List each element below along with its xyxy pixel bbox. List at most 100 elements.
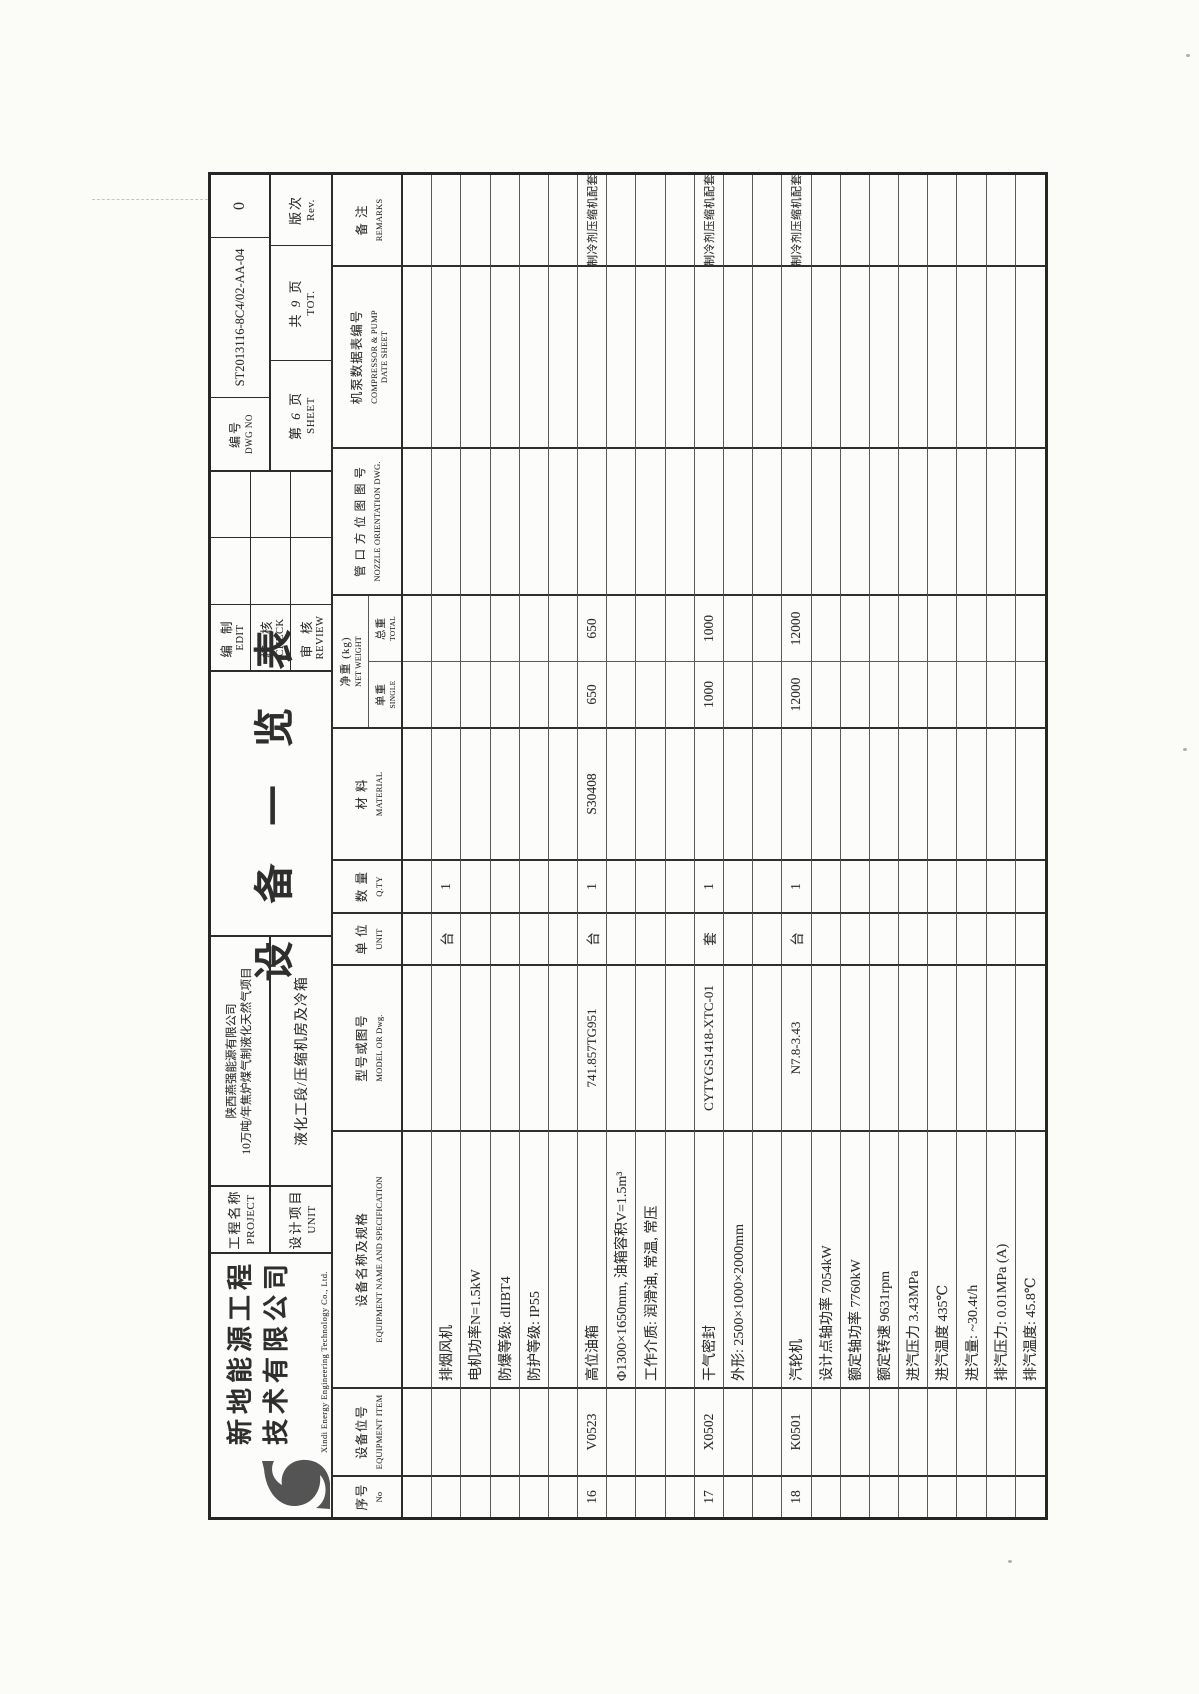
table-cell (607, 1387, 637, 1475)
table-cell (665, 727, 695, 859)
table-cell (636, 594, 666, 661)
table-cell (869, 1387, 900, 1475)
table-cell (490, 661, 520, 727)
table-cell (840, 1475, 870, 1517)
review-date-cell (291, 472, 331, 537)
edit-label: 编 制 EDIT (211, 604, 251, 670)
table-cell (461, 859, 491, 912)
table-cell: CYTYGS1418-XTC-01 (694, 964, 724, 1130)
table-cell (403, 912, 433, 964)
table-cell (753, 175, 783, 265)
table-cell (928, 912, 958, 964)
table-cell (636, 175, 666, 265)
table-cell (519, 447, 549, 594)
table-cell: 台 (782, 912, 812, 964)
table-cell (840, 859, 870, 912)
table-cell (753, 859, 783, 912)
table-cell: 排汽温度: 45.8℃ (1015, 1130, 1045, 1387)
table-cell: 额定轴功率 7760kW (840, 1130, 870, 1387)
table-cell (986, 594, 1016, 661)
table-cell (665, 594, 695, 661)
table-cell: 1 (694, 859, 724, 912)
table-cell (519, 175, 549, 265)
table-cell (490, 964, 520, 1130)
company-name: 新地能源工程 技术有限公司 (226, 1258, 291, 1445)
table-cell (753, 1475, 783, 1517)
table-cell (607, 447, 637, 594)
table-cell (811, 594, 841, 661)
table-cell (665, 1475, 695, 1517)
table-cell: 台 (432, 912, 462, 964)
header-pump-datasheet: 机泵数据表编号 COMPRESSOR & PUMP DATE SHEET (333, 265, 401, 447)
table-cell (461, 1387, 491, 1475)
table-cell (519, 594, 549, 661)
header-model: 型号或图号 MODEL OR Dwg. (333, 964, 401, 1130)
table-cell (723, 727, 754, 859)
dwg-no-value: ST2013116-8C4/02-AA-04 (211, 237, 269, 397)
table-cell: 650 (578, 594, 608, 661)
table-cell (1015, 727, 1045, 859)
table-cell: 1 (432, 859, 462, 912)
table-cell: 12000 (782, 594, 812, 661)
table-cell: 制冷剂压缩机配套 (578, 175, 608, 265)
table-cell (782, 727, 812, 859)
table-cell (928, 964, 958, 1130)
table-cell (1016, 175, 1045, 265)
table-cell (986, 964, 1016, 1130)
table-cell (869, 594, 900, 661)
title-block: 新地能源工程 技术有限公司 Xindi Energy Engineering T… (211, 175, 333, 1517)
table-cell (461, 594, 491, 661)
table-cell (782, 447, 812, 594)
table-cell (607, 594, 637, 661)
table-cell (1015, 859, 1045, 912)
table-cell (928, 447, 958, 594)
table-cell (957, 1475, 987, 1517)
table-cell (548, 594, 579, 661)
check-label: 校 核 CHECK (251, 604, 291, 670)
table-cell (840, 265, 870, 447)
table-cell (403, 859, 433, 912)
table-cell (665, 175, 695, 265)
table-cell (490, 447, 520, 594)
table-cell (548, 727, 579, 859)
table-cell (490, 265, 520, 447)
table-cell (548, 912, 579, 964)
table-cell (1015, 1387, 1045, 1475)
sheet-number: 第 6 页 SHEET (271, 360, 331, 470)
table-cell (665, 661, 695, 727)
table-cell (957, 1387, 987, 1475)
table-cell (869, 1475, 900, 1517)
table-cell (519, 859, 549, 912)
table-cell (957, 727, 987, 859)
table-cell: K0501 (782, 1387, 812, 1475)
table-cell (432, 447, 462, 594)
dwg-no-label: 编号 DWG NO (211, 397, 269, 470)
table-cell (811, 661, 841, 727)
header-nozzle-orientation: 管 口 方 位 图 图 号 NOZZLE ORIENTATION DWG. (333, 447, 401, 594)
table-cell (723, 594, 754, 661)
table-cell (986, 265, 1016, 447)
table-cell (403, 594, 433, 661)
table-header: 序号 No 设备位号 EQUIPMENT ITEM 设备名称及规格 EQUIPMENT… (333, 175, 403, 1517)
table-cell (636, 859, 666, 912)
table-cell (607, 964, 637, 1130)
table-cell (957, 964, 987, 1130)
table-cell (899, 1475, 929, 1517)
table-cell (432, 964, 462, 1130)
table-cell (665, 1130, 695, 1387)
rev-value: 0 (231, 202, 248, 210)
table-cell (519, 1475, 549, 1517)
table-cell (403, 661, 433, 727)
table-cell (753, 594, 783, 661)
table-cell (403, 1130, 433, 1387)
table-cell (636, 964, 666, 1130)
scan-speck (1186, 54, 1190, 57)
table-cell: 防护等级: IP55 (519, 1130, 549, 1387)
company-block: 新地能源工程 技术有限公司 Xindi Energy Engineering T… (211, 1252, 331, 1517)
table-cell (753, 661, 783, 727)
table-cell: 制冷剂压缩机配套 (782, 175, 812, 265)
table-cell (607, 175, 637, 265)
edit-date-cell (211, 472, 251, 537)
table-cell (1015, 1475, 1045, 1517)
table-cell: 741.857TG951 (578, 964, 608, 1130)
